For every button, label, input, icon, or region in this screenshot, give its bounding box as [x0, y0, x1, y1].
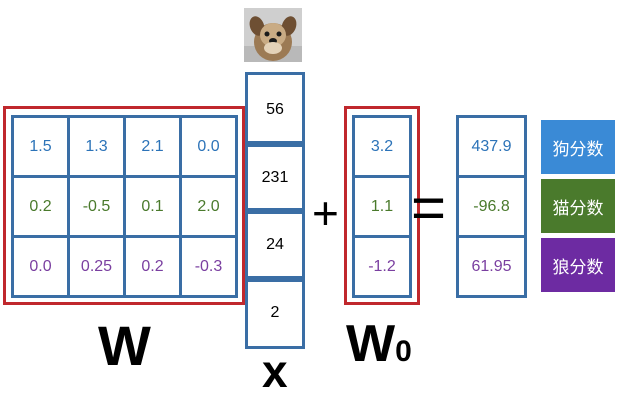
vector-w0-cell: -1.2: [352, 235, 412, 298]
class-label: 猫分数: [541, 179, 615, 233]
result-cell: 61.95: [456, 235, 527, 298]
vector-x-cell: 231: [245, 141, 305, 214]
matrix-w-cell: 0.2: [11, 175, 70, 238]
matrix-w-cell: 2.1: [123, 115, 182, 178]
result-cell: 437.9: [456, 115, 527, 178]
vector-w0-frame: [344, 106, 420, 305]
vector-x-label: x: [262, 345, 288, 397]
matrix-w-cell: -0.5: [67, 175, 126, 238]
result-cell: -96.8: [456, 175, 527, 238]
matrix-w-cell: -0.3: [179, 235, 238, 298]
vector-w0-cell: 3.2: [352, 115, 412, 178]
class-label: 狗分数: [541, 120, 615, 174]
matrix-w-frame: [3, 106, 245, 305]
equals-operator: =: [411, 174, 447, 241]
matrix-w-cell: 1.3: [67, 115, 126, 178]
vector-x-cell: 2: [245, 276, 305, 349]
vector-w0-label: W0: [346, 318, 412, 370]
matrix-w-cell: 0.1: [123, 175, 182, 238]
class-label: 狼分数: [541, 238, 615, 292]
vector-w0-label-base: W: [346, 315, 396, 373]
matrix-w-cell: 0.2: [123, 235, 182, 298]
matrix-w-cell: 2.0: [179, 175, 238, 238]
vector-w0-cell: 1.1: [352, 175, 412, 238]
dog-photo-icon: [244, 8, 302, 62]
matrix-w-label: W: [98, 314, 151, 377]
matrix-w-cell: 0.0: [179, 115, 238, 178]
matrix-w-cell: 0.25: [67, 235, 126, 298]
vector-w0-label-sub: 0: [395, 335, 412, 368]
vector-x-cell: 24: [245, 208, 305, 282]
plus-operator: +: [312, 187, 339, 239]
matrix-w-cell: 1.5: [11, 115, 70, 178]
matrix-w-cell: 0.0: [11, 235, 70, 298]
vector-x-cell: 56: [245, 72, 305, 147]
